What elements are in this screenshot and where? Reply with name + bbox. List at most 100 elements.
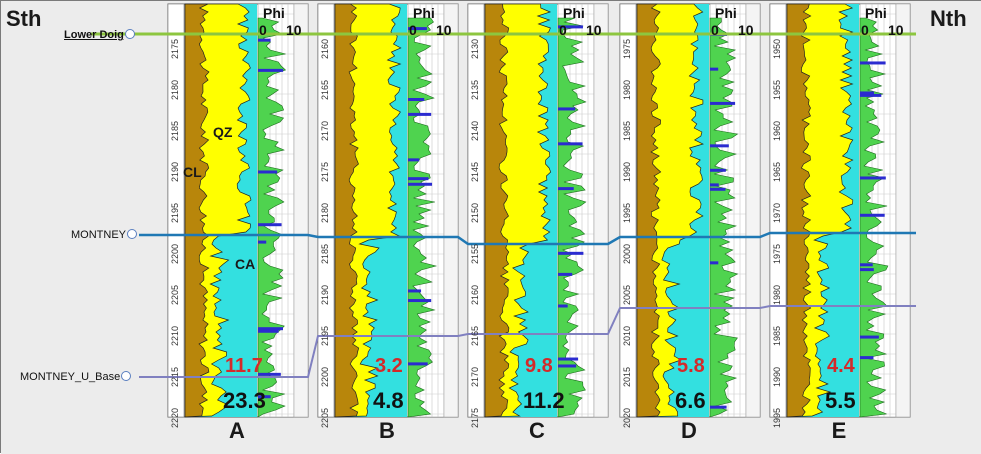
depth-tick-label: 2150 bbox=[470, 202, 480, 223]
depth-tick-label: 2175 bbox=[170, 38, 180, 59]
phi-high-band bbox=[258, 329, 279, 333]
phi-fill bbox=[859, 17, 889, 418]
phi-high-band bbox=[258, 223, 282, 227]
south-title: Sth bbox=[6, 6, 42, 31]
depth-tick-label: 2190 bbox=[320, 284, 330, 305]
log-margin bbox=[745, 3, 761, 418]
depth-tick-label: 2020 bbox=[622, 407, 632, 428]
phi-high-band bbox=[860, 213, 885, 217]
phi-high-band bbox=[558, 304, 568, 308]
phi-high-band bbox=[258, 240, 267, 244]
phi-scale-max: 10 bbox=[586, 22, 602, 38]
depth-tick-label: 2155 bbox=[470, 243, 480, 264]
depth-tick-label: 2140 bbox=[470, 120, 480, 141]
marker-montney-label[interactable]: MONTNEY bbox=[71, 229, 137, 241]
phi-fill bbox=[557, 17, 587, 418]
depth-tick-label: 1995 bbox=[772, 407, 782, 428]
depth-track bbox=[467, 3, 485, 418]
depth-tick-label: 1995 bbox=[622, 202, 632, 223]
upper-montney-value: 3.2 bbox=[375, 355, 403, 377]
clay-fill bbox=[786, 3, 812, 418]
total-montney-value: 5.5 bbox=[825, 388, 856, 413]
depth-track bbox=[619, 3, 637, 418]
phi-high-band bbox=[258, 327, 284, 331]
depth-tick-label: 2170 bbox=[320, 120, 330, 141]
depth-tick-label: 1975 bbox=[772, 243, 782, 264]
phi-title: Phi bbox=[715, 5, 737, 21]
clay-fill bbox=[636, 3, 662, 418]
marker-u-base-text: MONTNEY_U_Base bbox=[20, 371, 121, 383]
marker-lower-doig-label[interactable]: Lower Doig bbox=[64, 29, 135, 41]
phi-fill bbox=[709, 17, 739, 418]
well-label-b[interactable]: B bbox=[379, 418, 395, 443]
phi-title: Phi bbox=[865, 5, 887, 21]
depth-tick-label: 2165 bbox=[470, 325, 480, 346]
depth-tick-label: 1955 bbox=[772, 79, 782, 100]
marker-montney-text: MONTNEY bbox=[71, 229, 126, 241]
log-margin bbox=[895, 3, 911, 418]
depth-tick-label: 2160 bbox=[320, 38, 330, 59]
marker-handle-icon[interactable] bbox=[124, 29, 135, 39]
depth-tick-label: 2205 bbox=[320, 407, 330, 428]
upper-montney-value: 4.4 bbox=[827, 355, 855, 377]
well-label-c[interactable]: C bbox=[529, 418, 545, 443]
phi-scale-max: 10 bbox=[286, 22, 302, 38]
phi-high-band bbox=[710, 144, 729, 148]
clay-fill bbox=[184, 3, 210, 418]
log-margin bbox=[293, 3, 309, 418]
phi-scale-max: 10 bbox=[888, 22, 904, 38]
lith-label-ca: CA bbox=[235, 256, 256, 272]
phi-scale-min: 0 bbox=[259, 22, 267, 38]
phi-high-band bbox=[258, 372, 281, 376]
phi-high-band bbox=[558, 251, 584, 255]
log-margin bbox=[593, 3, 609, 418]
depth-tick-label: 1985 bbox=[772, 325, 782, 346]
depth-tick-label: 1980 bbox=[622, 79, 632, 100]
depth-tick-label: 2160 bbox=[470, 284, 480, 305]
phi-high-band bbox=[258, 170, 278, 174]
phi-high-band bbox=[860, 263, 873, 267]
phi-fill bbox=[257, 17, 287, 418]
marker-u-base-label[interactable]: MONTNEY_U_Base bbox=[20, 371, 132, 383]
total-montney-value: 11.2 bbox=[523, 388, 565, 413]
phi-high-band bbox=[860, 356, 874, 360]
phi-high-band bbox=[710, 101, 736, 105]
phi-scale-max: 10 bbox=[738, 22, 754, 38]
phi-high-band bbox=[710, 187, 726, 191]
marker-handle-icon[interactable] bbox=[127, 229, 137, 239]
north-title: Nth bbox=[930, 6, 967, 31]
phi-high-band bbox=[558, 364, 577, 368]
phi-high-band bbox=[408, 289, 422, 293]
well-label-a[interactable]: A bbox=[229, 418, 245, 443]
well-label-d[interactable]: D bbox=[681, 418, 697, 443]
depth-tick-label: 2135 bbox=[470, 79, 480, 100]
phi-high-band bbox=[408, 98, 425, 102]
depth-tick-label: 2180 bbox=[170, 79, 180, 100]
marker-handle-icon[interactable] bbox=[121, 371, 132, 381]
depth-tick-label: 2185 bbox=[170, 120, 180, 141]
lith-label-cl: CL bbox=[183, 164, 202, 180]
phi-high-band bbox=[860, 93, 882, 97]
depth-tick-label: 1960 bbox=[772, 120, 782, 141]
phi-high-band bbox=[860, 335, 879, 339]
phi-high-band bbox=[558, 357, 579, 361]
depth-track bbox=[317, 3, 335, 418]
phi-scale-min: 0 bbox=[711, 22, 719, 38]
phi-high-band bbox=[408, 112, 432, 116]
phi-scale-min: 0 bbox=[861, 22, 869, 38]
lith-label-qz: QZ bbox=[213, 124, 233, 140]
phi-high-band bbox=[408, 158, 420, 162]
depth-tick-label: 1990 bbox=[622, 161, 632, 182]
phi-title: Phi bbox=[413, 5, 435, 21]
depth-tick-label: 1985 bbox=[622, 120, 632, 141]
phi-high-band bbox=[710, 405, 727, 409]
depth-tick-label: 2010 bbox=[622, 325, 632, 346]
phi-high-band bbox=[258, 395, 271, 399]
depth-track bbox=[769, 3, 787, 418]
depth-tick-label: 2195 bbox=[320, 325, 330, 346]
well-label-e[interactable]: E bbox=[831, 418, 847, 443]
depth-tick-label: 1990 bbox=[772, 366, 782, 387]
phi-high-band bbox=[558, 272, 573, 276]
